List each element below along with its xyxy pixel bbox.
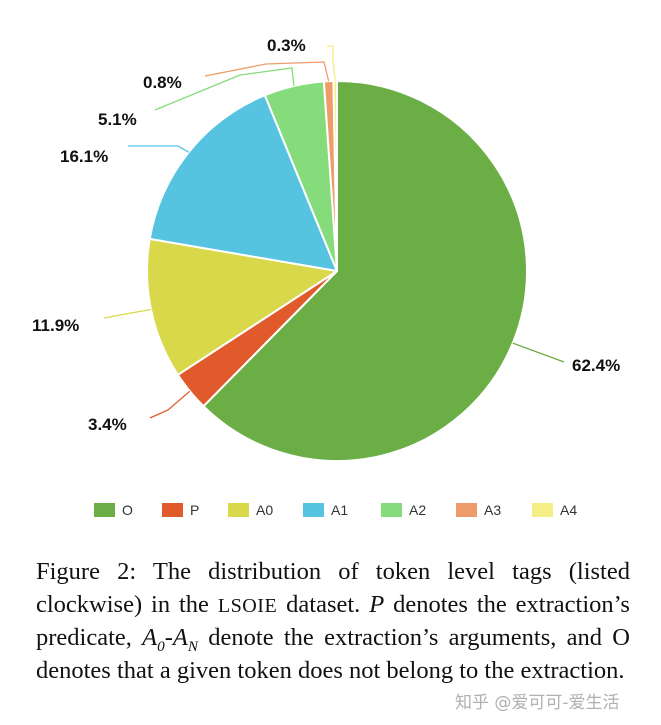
legend-item-a3: A3 [456, 502, 501, 518]
legend-swatch-a1 [303, 503, 324, 517]
leader-line-o [512, 342, 565, 363]
legend-item-p: P [162, 502, 199, 518]
caption-math-an: AN [172, 624, 199, 655]
legend-swatch-a2 [381, 503, 402, 517]
slice-label-a2: 5.1% [98, 110, 137, 129]
legend-item-a4: A4 [532, 502, 577, 518]
slice-label-o: 62.4% [572, 356, 620, 375]
legend-label-o: O [122, 502, 133, 518]
caption-text-3: denotes the extraction’s predicate, [36, 590, 630, 652]
legend-swatch-a0 [228, 503, 249, 517]
slice-label-a3: 0.8% [143, 73, 182, 92]
caption-text-1: The distribution of token level tags (li… [36, 558, 630, 618]
leader-line-a2 [154, 67, 295, 111]
legend-label-a4: A4 [560, 502, 577, 518]
caption-text-2: dataset. [277, 590, 370, 618]
label-leader-lines [103, 45, 565, 419]
legend-item-a1: A1 [303, 502, 348, 518]
legend-label-a2: A2 [409, 502, 426, 518]
pie-slices [146, 80, 528, 462]
slice-label-a1: 16.1% [60, 147, 108, 166]
caption-dataset-name: LSOIE [217, 594, 278, 617]
caption-dash: - [164, 624, 173, 651]
pie-slice-a0 [146, 237, 338, 376]
watermark: 知乎 @爱可可-爱生活 [455, 693, 620, 713]
legend-swatch-a3 [456, 503, 477, 517]
leader-line-a1 [128, 145, 190, 153]
caption-text-4: denote the extraction’s arguments, and O… [36, 624, 630, 684]
pie-slice-a4 [332, 80, 338, 272]
pie-slice-a1 [148, 94, 338, 272]
legend: O P A0 A1 A2 A3 A4 [94, 502, 577, 518]
caption-math-a0: A0 [142, 624, 165, 655]
slice-label-a4: 0.3% [267, 36, 306, 55]
pie-slice-o [202, 80, 528, 462]
legend-label-p: P [190, 502, 199, 518]
leader-line-p [149, 390, 191, 419]
legend-swatch-p [162, 503, 183, 517]
leader-line-a0 [103, 308, 152, 319]
legend-swatch-a4 [532, 503, 553, 517]
legend-item-a2: A2 [381, 502, 426, 518]
slice-labels: 62.4% 3.4% 11.9% 16.1% 5.1% 0.8% 0.3% [32, 36, 620, 434]
figure-caption: Figure 2: The distribution of token leve… [36, 556, 630, 687]
legend-label-a3: A3 [484, 502, 501, 518]
legend-item-a0: A0 [228, 502, 273, 518]
legend-label-a0: A0 [256, 502, 273, 518]
slice-label-p: 3.4% [88, 415, 127, 434]
slice-label-a0: 11.9% [32, 316, 79, 335]
caption-math-p: P [369, 590, 385, 618]
leader-line-a4 [327, 45, 336, 82]
legend-item-o: O [94, 502, 133, 518]
caption-figure-number: Figure 2: [36, 558, 137, 585]
leader-line-a3 [204, 61, 330, 82]
legend-swatch-o [94, 503, 115, 517]
legend-label-a1: A1 [331, 502, 348, 518]
